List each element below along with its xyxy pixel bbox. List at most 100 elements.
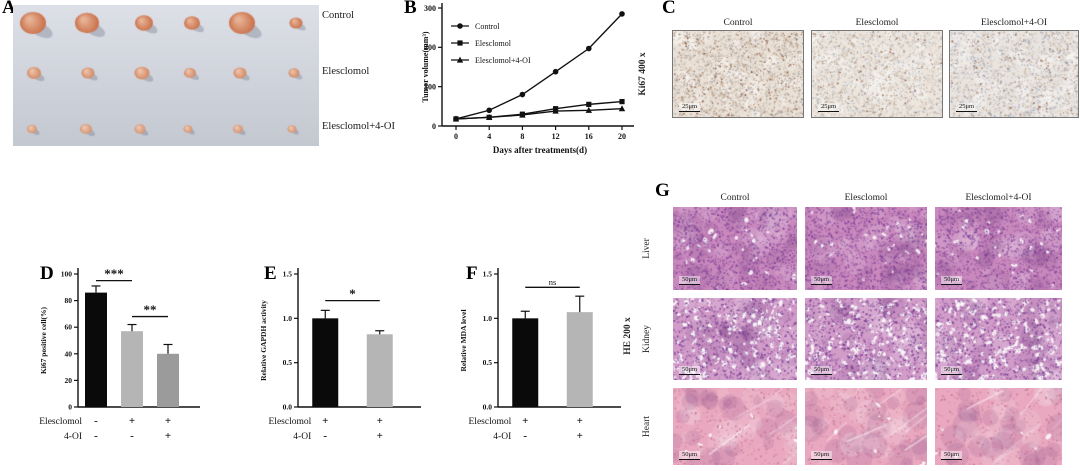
svg-text:12: 12	[552, 132, 560, 141]
svg-text:-: -	[523, 430, 527, 442]
svg-text:Elesclomol+4-OI: Elesclomol+4-OI	[475, 56, 531, 65]
svg-text:+: +	[577, 415, 583, 427]
svg-text:Elesclomol: Elesclomol	[269, 417, 312, 427]
he-texture	[805, 298, 927, 380]
svg-text:0: 0	[68, 403, 72, 412]
panel-f-label: F	[466, 263, 478, 284]
panel-c-col-control: Control	[723, 18, 753, 28]
panel-g-row-heart: Heart	[642, 415, 652, 438]
tumor-row-label-control: Control	[322, 10, 355, 21]
panel-a-label: A	[2, 0, 16, 18]
svg-text:-: -	[323, 430, 327, 442]
scale-bar: 50μm	[811, 451, 833, 460]
svg-text:0: 0	[432, 122, 436, 131]
he-liver-control: 50μm	[673, 207, 797, 290]
svg-text:1.5: 1.5	[283, 270, 293, 279]
tumor-row-label-elesclomol: Elesclomol	[322, 66, 370, 77]
he-texture	[935, 388, 1062, 465]
he-liver-elesclomol-4oi: 50μm	[935, 207, 1062, 290]
ihc-texture	[949, 30, 1079, 118]
panel-c-label: C	[662, 0, 676, 18]
svg-text:4-OI: 4-OI	[493, 432, 511, 442]
svg-text:+: +	[377, 430, 383, 442]
svg-text:1.0: 1.0	[283, 314, 293, 323]
scale-bar: 50μm	[679, 276, 701, 285]
ihc-texture	[811, 30, 943, 118]
svg-text:+: +	[577, 430, 583, 442]
svg-text:100: 100	[61, 270, 73, 279]
he-kidney-elesclomol: 50μm	[805, 298, 927, 380]
scale-bar: 25μm	[818, 103, 840, 112]
svg-text:300: 300	[424, 4, 436, 13]
he-texture	[673, 388, 797, 465]
svg-text:Tumor volume(mm³): Tumor volume(mm³)	[421, 31, 430, 102]
scale-bar: 50μm	[811, 276, 833, 285]
svg-text:4-OI: 4-OI	[64, 432, 82, 442]
gapdh-bar-chart: 0.0 0.5 1.0 1.5 * Elesclomol + +4-OI - + Relative …	[259, 268, 421, 442]
he-texture	[805, 388, 927, 465]
mda-bar-chart: 0.0 0.5 1.0 1.5 ns Elesclomol + +4-OI - + Relative…	[459, 268, 621, 442]
scale-bar: 25μm	[956, 103, 978, 112]
svg-text:+: +	[129, 415, 135, 427]
svg-text:ns: ns	[549, 277, 557, 287]
panel-g-row-liver: Liver	[642, 238, 652, 259]
svg-text:+: +	[322, 415, 328, 427]
svg-text:4: 4	[487, 132, 491, 141]
scale-bar: 25μm	[679, 103, 701, 112]
svg-text:Elesclomol: Elesclomol	[475, 39, 512, 48]
ihc-texture	[672, 30, 804, 118]
panel-g-label: G	[655, 180, 670, 201]
he-heart-elesclomol-4oi: 50μm	[935, 388, 1062, 465]
tumor-row-label-elesclomol-4oi: Elesclomol+4-OI	[322, 121, 395, 132]
panel-c-side-label: Ki67 400 x	[638, 52, 648, 96]
svg-text:-: -	[130, 430, 134, 442]
panel-g-col-elesclomol: Elesclomol	[844, 193, 888, 203]
panel-c-col-elesclomol: Elesclomol	[855, 18, 899, 28]
he-texture	[805, 207, 927, 290]
panel-c-col-elesclomol-4oi: Elesclomol+4-OI	[980, 18, 1048, 28]
ihc-image-control: 25μm	[672, 30, 804, 118]
svg-text:Ki67 positive cell(%): Ki67 positive cell(%)	[39, 306, 48, 374]
svg-text:1.0: 1.0	[483, 314, 493, 323]
svg-text:16: 16	[585, 132, 593, 141]
svg-text:0: 0	[454, 132, 458, 141]
svg-text:+: +	[377, 415, 383, 427]
svg-text:*: *	[349, 286, 356, 301]
panel-g-col-control: Control	[720, 193, 750, 203]
svg-text:Elesclomol: Elesclomol	[469, 417, 512, 427]
svg-text:Elesclomol: Elesclomol	[39, 417, 82, 427]
svg-text:4-OI: 4-OI	[293, 432, 311, 442]
tumor-volume-chart: 0 100 200 300 0 4 8 12 16 20 Days after treatments…	[421, 3, 634, 155]
svg-text:Days after treatments(d): Days after treatments(d)	[493, 145, 587, 155]
he-kidney-control: 50μm	[673, 298, 797, 380]
tumor-photo	[13, 5, 319, 146]
svg-text:**: **	[144, 302, 157, 317]
svg-text:+: +	[165, 415, 171, 427]
svg-text:0.5: 0.5	[283, 358, 293, 367]
he-kidney-elesclomol-4oi: 50μm	[935, 298, 1062, 380]
svg-text:1.5: 1.5	[483, 270, 493, 279]
he-texture	[673, 207, 797, 290]
scale-bar: 50μm	[679, 451, 701, 460]
svg-text:100: 100	[424, 82, 436, 91]
svg-text:20: 20	[65, 376, 73, 385]
ihc-image-elesclomol: 25μm	[811, 30, 943, 118]
scale-bar: 50μm	[941, 276, 963, 285]
svg-text:Relative MDA level: Relative MDA level	[459, 309, 468, 371]
svg-text:0.0: 0.0	[283, 403, 293, 412]
scale-bar: 50μm	[941, 366, 963, 375]
svg-text:0.5: 0.5	[483, 358, 493, 367]
scale-bar: 50μm	[811, 366, 833, 375]
svg-text:20: 20	[618, 132, 626, 141]
svg-text:+: +	[522, 415, 528, 427]
panel-b-label: B	[404, 0, 417, 18]
svg-text:80: 80	[65, 296, 73, 305]
scale-bar: 50μm	[941, 451, 963, 460]
he-heart-elesclomol: 50μm	[805, 388, 927, 465]
svg-text:40: 40	[65, 349, 73, 358]
svg-text:-: -	[94, 430, 98, 442]
svg-text:Control: Control	[475, 22, 500, 31]
scale-bar: 50μm	[679, 366, 701, 375]
